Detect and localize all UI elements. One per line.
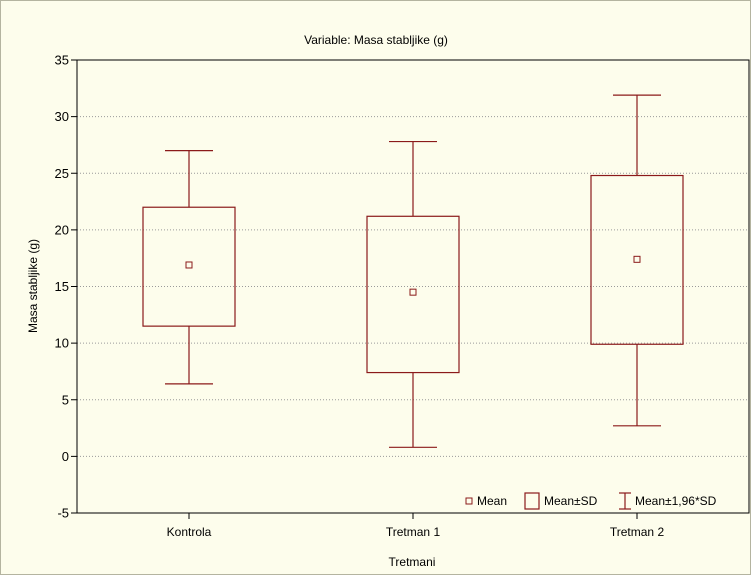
legend-whisker-label: Mean±1,96*SD [635,494,717,508]
mean-marker [185,261,193,269]
y-tick-label: 20 [55,222,69,237]
y-tick-label: 15 [55,279,69,294]
y-axis-label: Masa stabljike (g) [26,239,40,333]
x-axis-label: Tretmani [389,555,436,569]
series-layer [142,94,684,448]
y-axis: -5 0 5 10 15 20 25 30 35 [55,53,77,521]
x-tick-label: Tretman 2 [610,525,665,539]
sd-box [366,215,460,374]
y-tick-label: -5 [57,506,69,521]
x-tick-label: Tretman 1 [386,525,441,539]
legend-mean-label: Mean [477,494,507,508]
x-axis: Kontrola Tretman 1 Tretman 2 [167,513,665,539]
y-tick-label: 35 [55,53,69,68]
y-tick-label: 5 [62,392,69,407]
box-group [366,140,460,448]
legend-sd-swatch [524,492,540,510]
legend: Mean Mean±SD Mean±1,96*SD [465,492,717,510]
y-tick-label: 25 [55,166,69,181]
box-group [142,150,236,385]
legend-sd-label: Mean±SD [544,494,598,508]
x-tick-label: Kontrola [167,525,212,539]
chart-title: Variable: Masa stabljike (g) [304,33,448,47]
y-tick-label: 10 [55,336,69,351]
mean-marker [409,288,417,296]
y-tick-label: 0 [62,449,69,464]
legend-mean-swatch [465,497,473,505]
sd-box [590,174,684,345]
sd-box [142,206,236,327]
box-group [590,94,684,427]
mean-marker [633,255,641,263]
y-tick-label: 30 [55,109,69,124]
